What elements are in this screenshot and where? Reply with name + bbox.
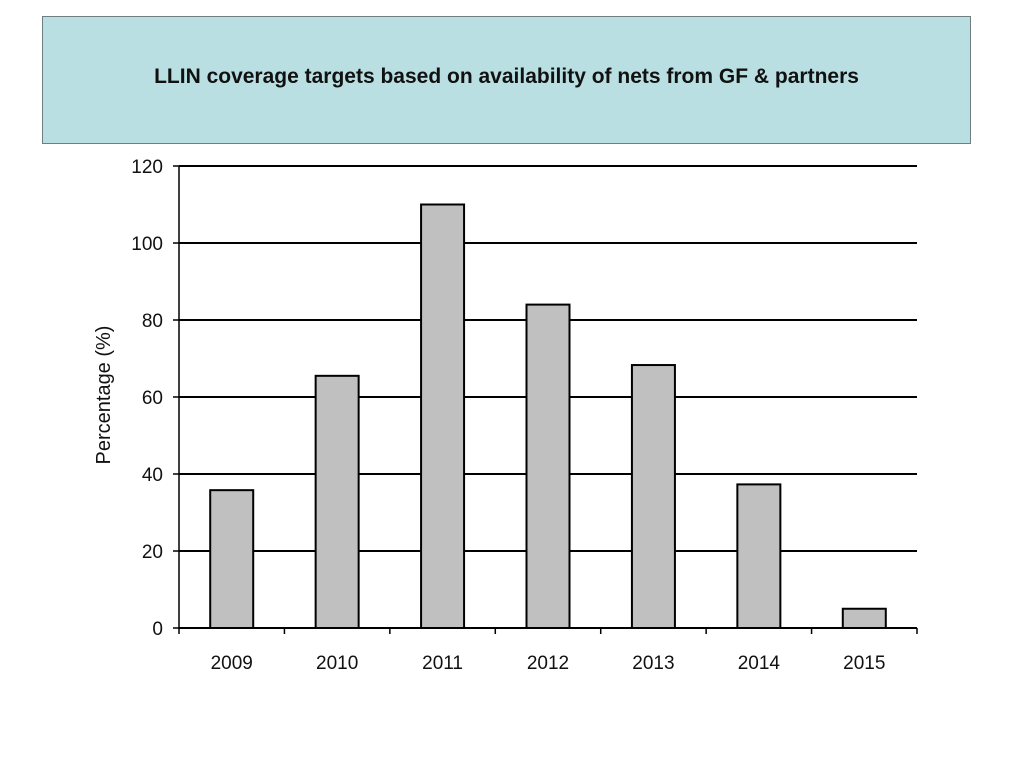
- y-axis-label: Percentage (%): [93, 326, 115, 465]
- x-tick-label: 2011: [422, 653, 463, 674]
- chart-title: LLIN coverage targets based on availabil…: [154, 65, 859, 88]
- x-tick-label: 2012: [527, 653, 569, 674]
- x-tick-label: 2015: [843, 653, 885, 674]
- title-box: LLIN coverage targets based on availabil…: [42, 16, 971, 144]
- bar: [209, 489, 255, 630]
- bar: [314, 374, 360, 630]
- bar: [525, 303, 571, 629]
- bars: [209, 203, 887, 630]
- bar: [841, 607, 887, 629]
- y-tick-label: 0: [152, 619, 163, 640]
- y-tick-label: 60: [142, 388, 163, 409]
- tick-labels: 0 20 40 60 80 100 120 2009 2010 2011 2012 2013 2014 2…: [131, 157, 885, 674]
- y-tick-label: 20: [142, 542, 163, 563]
- y-tick-label: 100: [131, 234, 163, 255]
- x-tick-label: 2014: [738, 653, 781, 674]
- x-tick-label: 2009: [211, 653, 253, 674]
- bar: [736, 483, 782, 629]
- y-tick-label: 120: [131, 157, 163, 178]
- bar: [630, 364, 676, 629]
- y-tick-label: 40: [142, 465, 163, 486]
- axes: [173, 165, 918, 634]
- x-tick-label: 2010: [316, 653, 358, 674]
- bar: [420, 203, 466, 629]
- x-tick-label: 2013: [632, 653, 674, 674]
- y-tick-label: 80: [142, 311, 163, 332]
